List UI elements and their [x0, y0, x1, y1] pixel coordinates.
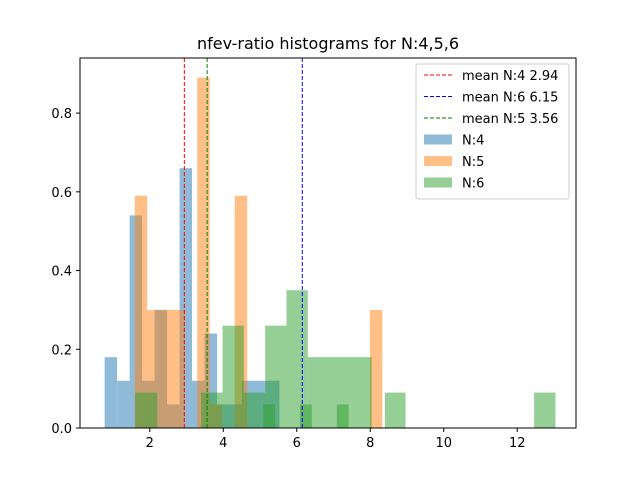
- bar-n5-0: [134, 195, 148, 428]
- x-tick-label: 8: [366, 436, 374, 451]
- bar-n6-3: [243, 392, 266, 428]
- bar-n6-4: [265, 325, 287, 428]
- y-axis: 0.0 0.2 0.4 0.6 0.8: [51, 107, 80, 437]
- bar-n4-1: [117, 380, 130, 428]
- y-tick-label: 0.8: [51, 107, 72, 122]
- legend-label: mean N:6 6.15: [462, 91, 558, 106]
- bar-n6-0: [135, 392, 158, 428]
- bar-n5-4: [197, 77, 210, 429]
- bar-n5-7: [369, 309, 383, 428]
- bar-n6-2: [222, 325, 244, 428]
- bar-n4-0: [104, 357, 118, 428]
- legend-label: mean N:5 3.56: [462, 112, 558, 127]
- y-tick-label: 0.6: [51, 186, 72, 201]
- legend-label: N:4: [462, 134, 484, 149]
- legend-label: mean N:4 2.94: [462, 69, 558, 84]
- legend-label: N:5: [462, 155, 484, 170]
- legend-patch-swatch: [424, 134, 452, 145]
- x-tick-label: 2: [146, 436, 154, 451]
- y-tick-label: 0.4: [51, 265, 72, 280]
- chart-title: nfev-ratio histograms for N:4,5,6: [197, 34, 459, 53]
- bar-n6-extra-2: [336, 404, 349, 428]
- bars-layer: [104, 77, 556, 429]
- legend-box: [415, 63, 570, 200]
- legend: mean N:4 2.94 mean N:6 6.15 mean N:5 3.56 N…: [415, 63, 570, 200]
- plot-frame: [79, 57, 577, 429]
- bar-n6-extra-0: [263, 404, 276, 428]
- bar-n6-8: [350, 357, 372, 428]
- y-tick-label: 0.0: [51, 422, 72, 437]
- x-tick-label: 6: [293, 436, 301, 451]
- x-tick-label: 12: [509, 436, 526, 451]
- bar-n5-2: [159, 309, 173, 428]
- bar-n6-10: [534, 392, 556, 428]
- legend-label: N:6: [462, 177, 484, 192]
- bar-n6-6: [307, 357, 330, 428]
- bar-n6-9: [384, 392, 406, 428]
- x-tick-label: 10: [435, 436, 452, 451]
- y-tick-label: 0.2: [51, 343, 72, 358]
- x-axis: 2 4 6 8 10 12: [146, 428, 526, 451]
- bar-n6-extra-1: [300, 404, 312, 428]
- bar-n6-1: [201, 392, 223, 428]
- bar-n5-3: [172, 309, 185, 428]
- legend-patch-swatch: [424, 177, 452, 188]
- legend-patch-swatch: [424, 156, 452, 166]
- mean-lines-layer: [183, 58, 303, 428]
- x-tick-label: 4: [219, 436, 227, 451]
